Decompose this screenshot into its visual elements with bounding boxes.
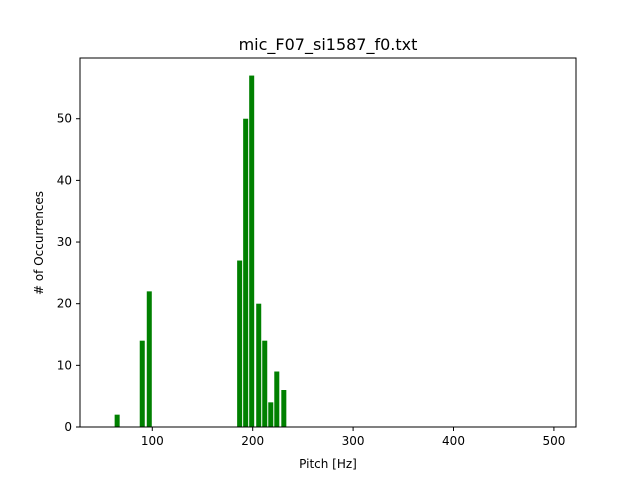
bar [243, 118, 249, 427]
x-tick-label: 300 [342, 434, 365, 448]
y-tick-label: 30 [57, 235, 72, 249]
x-tick-label: 100 [141, 434, 164, 448]
bar [281, 390, 287, 427]
y-tick-label: 20 [57, 297, 72, 311]
x-axis-label: Pitch [Hz] [299, 457, 357, 471]
bar [237, 260, 243, 427]
ticks-group: 100 200 300 400 500 0 10 20 30 40 50 [57, 112, 566, 448]
y-tick-label: 0 [64, 420, 72, 434]
x-tick-label: 200 [241, 434, 264, 448]
bars-group [114, 75, 287, 427]
bar [268, 402, 274, 427]
bar [256, 303, 262, 427]
bar [249, 75, 255, 427]
bar [139, 340, 145, 427]
x-tick-label: 400 [442, 434, 465, 448]
bar [262, 340, 268, 427]
y-tick-label: 10 [57, 358, 72, 372]
x-tick-label: 500 [542, 434, 565, 448]
chart-title: mic_F07_si1587_f0.txt [239, 35, 418, 55]
y-tick-label: 40 [57, 173, 72, 187]
plot-frame [79, 57, 577, 428]
y-tick-label: 50 [57, 112, 72, 126]
bar [274, 371, 280, 427]
bar [114, 414, 120, 427]
bar [146, 291, 152, 427]
y-axis-label: # of Occurrences [32, 191, 46, 295]
